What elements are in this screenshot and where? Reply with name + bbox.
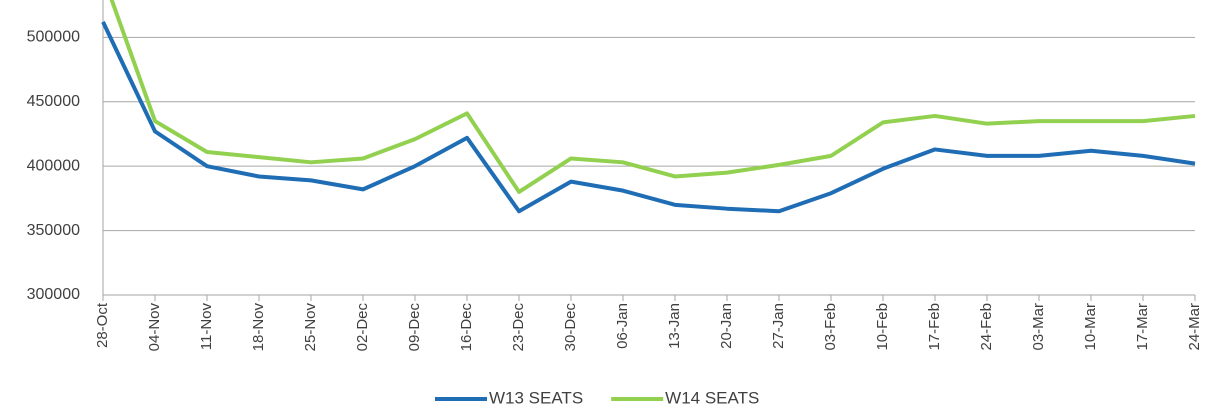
x-tick-label: 13-Jan: [666, 303, 683, 349]
x-tick-label: 06-Jan: [614, 303, 631, 349]
x-tick-label: 18-Nov: [250, 303, 267, 352]
x-tick-label: 03-Mar: [1030, 303, 1047, 351]
x-tick-label: 23-Dec: [510, 303, 527, 352]
x-tick-label: 02-Dec: [354, 303, 371, 352]
x-tick-label: 09-Dec: [406, 303, 423, 352]
x-tick-label: 27-Jan: [770, 303, 787, 349]
x-tick-label: 10-Mar: [1082, 303, 1099, 351]
plot-area: [101, 0, 1196, 214]
series-line: [109, 0, 1196, 194]
y-tick-label: 300000: [27, 286, 80, 303]
x-tick-label: 04-Nov: [146, 303, 163, 352]
x-tick-label: 11-Nov: [198, 303, 215, 351]
y-tick-label: 400000: [27, 157, 80, 174]
x-tick-label: 30-Dec: [562, 303, 579, 352]
x-tick-label: 28-Oct: [94, 302, 111, 348]
y-tick-label: 450000: [27, 93, 80, 110]
x-tick-label: 20-Jan: [718, 303, 735, 349]
x-tick-label: 24-Feb: [978, 303, 995, 351]
legend-label: W13 SEATS: [489, 388, 583, 407]
x-tick-label: 17-Mar: [1134, 303, 1151, 351]
y-tick-label: 350000: [27, 222, 80, 239]
series-line: [101, 21, 1196, 214]
x-tick-label: 17-Feb: [926, 303, 943, 351]
x-tick-label: 03-Feb: [822, 303, 839, 351]
x-tick-label: 25-Nov: [302, 303, 319, 352]
x-tick-label: 24-Mar: [1186, 303, 1203, 351]
x-tick-label: 16-Dec: [458, 303, 475, 352]
legend-label: W14 SEATS: [665, 388, 759, 407]
y-tick-label: 500000: [27, 29, 80, 46]
x-tick-label: 10-Feb: [874, 303, 891, 351]
